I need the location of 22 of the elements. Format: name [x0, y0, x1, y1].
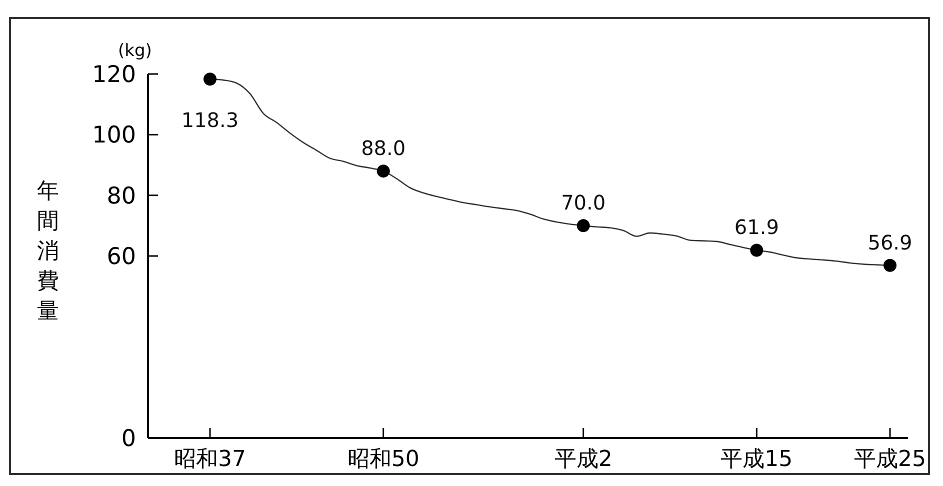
point — [204, 72, 216, 86]
x-tick-label: 昭和37 — [174, 447, 246, 472]
point — [376, 164, 390, 178]
y-tick-label: 120 — [92, 62, 136, 88]
point — [750, 244, 764, 257]
y-axis-title: 年間消費量 — [37, 179, 59, 324]
y-tick-label: 0 — [121, 426, 136, 452]
x-tick-label: 平成2 — [554, 447, 612, 472]
data-label: 118.3 — [181, 108, 239, 132]
y-tick-label: 100 — [92, 122, 136, 149]
x-tick-label: 平成15 — [720, 447, 793, 472]
x-tick-label: 平成25 — [854, 447, 926, 472]
point — [884, 258, 896, 272]
data-label: 56.9 — [868, 230, 912, 254]
x-tick-label: 昭和50 — [347, 447, 420, 472]
text: (kg) — [118, 41, 152, 61]
point — [576, 219, 590, 232]
data-label: 88.0 — [361, 136, 406, 160]
data-label: 61.9 — [734, 215, 779, 240]
y-tick-label: 80 — [106, 183, 136, 210]
data-label: 70.0 — [561, 190, 606, 215]
y-tick-label: 60 — [106, 244, 136, 270]
